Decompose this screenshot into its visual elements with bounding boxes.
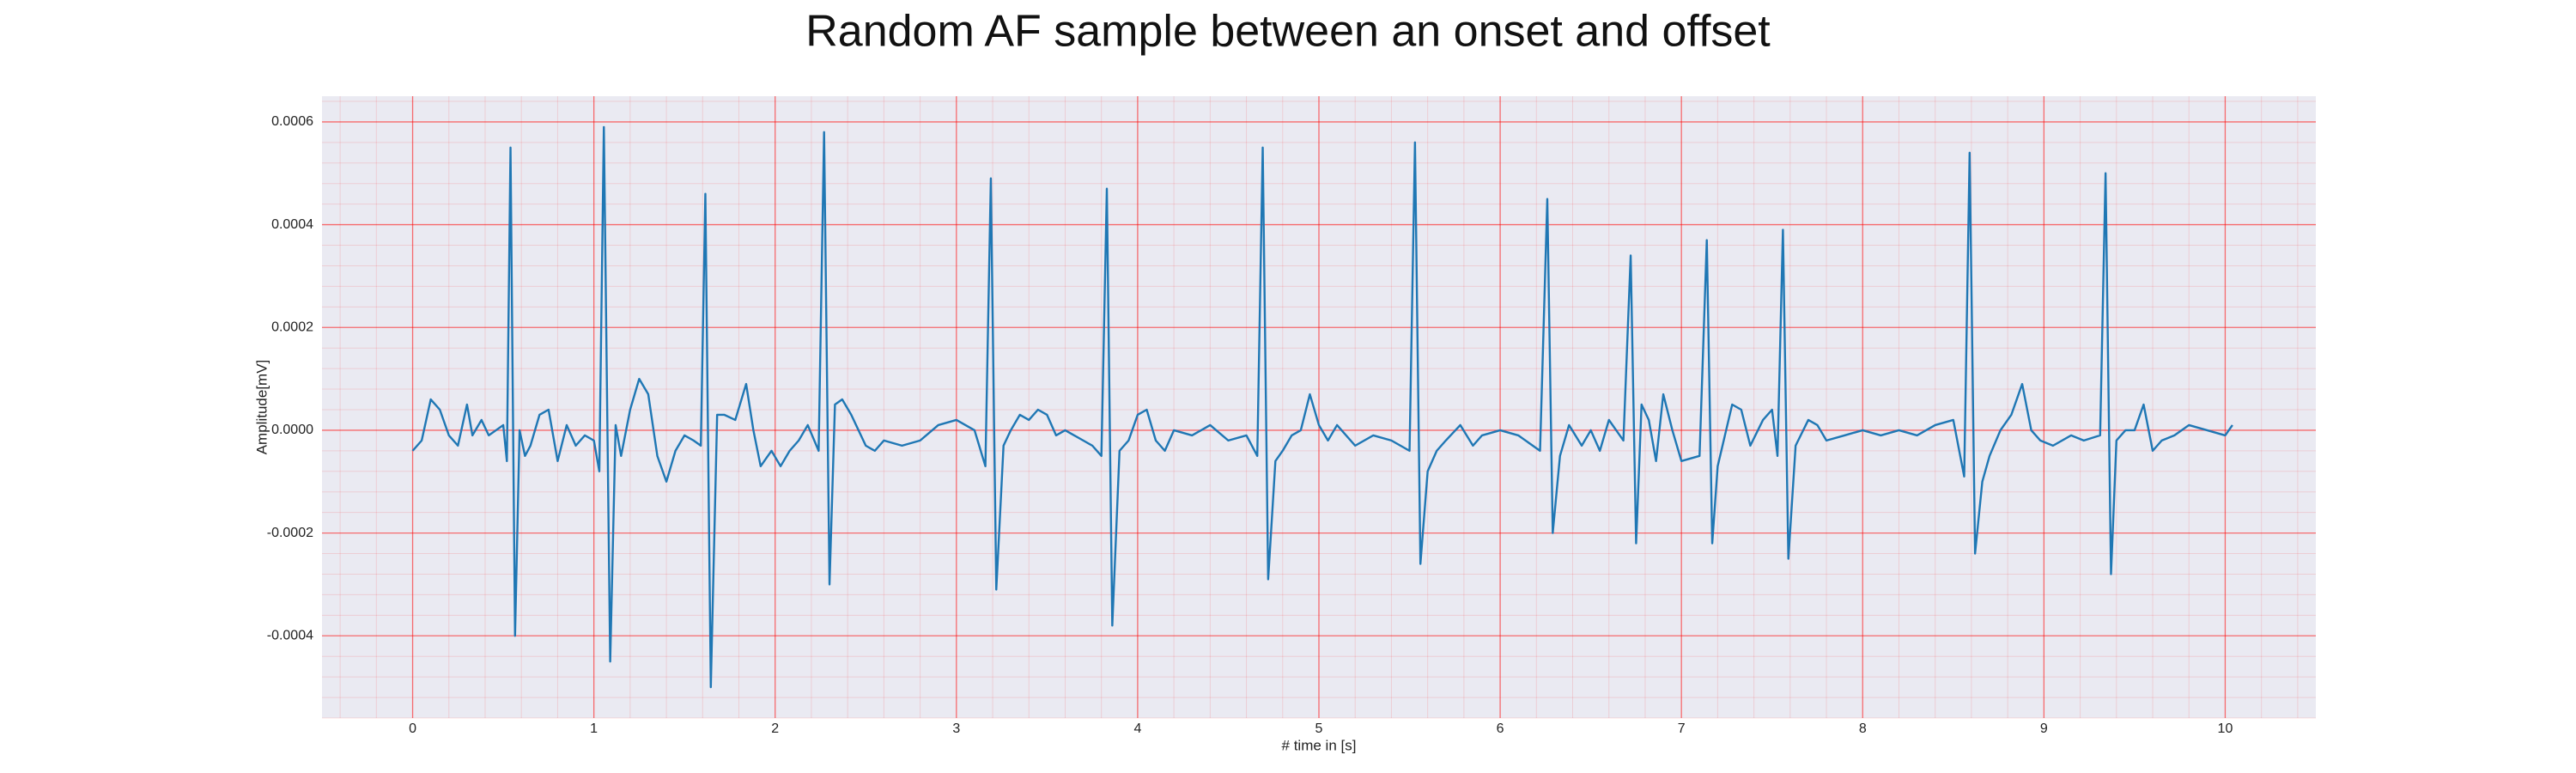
- x-tick-label: 3: [952, 721, 960, 736]
- x-tick-label: 2: [771, 721, 779, 736]
- y-tick-label: -0.0002: [267, 526, 313, 540]
- x-axis-label: # time in [s]: [1282, 737, 1357, 753]
- y-tick-label: -0.0004: [267, 628, 313, 642]
- series-line: [411, 125, 2233, 689]
- x-tick-label: 8: [1859, 721, 1867, 736]
- x-tick-label: 0: [409, 721, 416, 736]
- x-tick-label: 5: [1315, 721, 1323, 736]
- x-tick-label: 4: [1133, 721, 1141, 736]
- x-tick-label: 7: [1678, 721, 1686, 736]
- x-tick-label: 6: [1497, 721, 1504, 736]
- y-tick-label: 0.0006: [271, 114, 313, 129]
- y-tick-label: 0.0002: [271, 320, 313, 334]
- y-axis-label: Amplitude[mV]: [253, 360, 270, 455]
- x-tick-label: 1: [590, 721, 598, 736]
- y-tick-label: 0.0004: [271, 217, 313, 232]
- x-tick-label: 10: [2218, 721, 2233, 736]
- x-tick-label: 9: [2040, 721, 2048, 736]
- chart-title: Random AF sample between an onset and of…: [805, 7, 1771, 57]
- y-tick-label: 0.0000: [271, 423, 313, 437]
